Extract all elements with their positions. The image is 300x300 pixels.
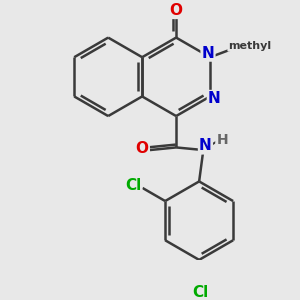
Text: N: N [199,138,212,153]
Text: O: O [169,3,183,18]
Text: H: H [216,133,228,147]
Text: N: N [202,46,214,61]
Text: Cl: Cl [192,285,208,300]
Text: methyl: methyl [228,41,272,51]
Text: Cl: Cl [125,178,141,194]
Text: O: O [136,141,148,156]
Text: N: N [208,91,221,106]
